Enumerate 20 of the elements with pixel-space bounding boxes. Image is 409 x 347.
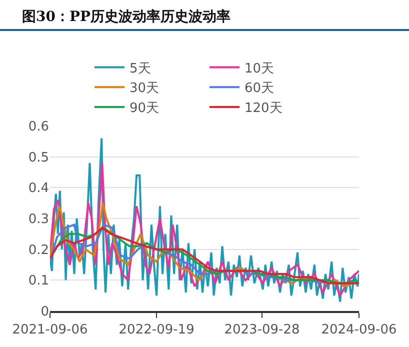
y-tick-label: 0.6 (28, 120, 49, 135)
legend-label: 10天 (244, 61, 274, 76)
y-tick-label: 0 (40, 304, 49, 320)
x-tick-label: 2022-09-19 (118, 322, 194, 338)
chart-title: 图30：PP历史波动率历史波动率 (0, 0, 409, 31)
y-tick-label: 0.5 (28, 150, 49, 166)
y-tick-label: 0.3 (28, 212, 49, 228)
legend-label: 60天 (244, 81, 274, 96)
legend-label: 90天 (130, 101, 160, 116)
legend-label: 5天 (130, 61, 151, 76)
y-tick-label: 0.1 (28, 274, 49, 289)
x-tick-label: 2021-09-06 (12, 322, 88, 338)
line-series (50, 137, 359, 303)
y-tick-label: 0.2 (28, 242, 49, 258)
y-tick-label: 0.4 (28, 181, 49, 196)
x-tick-label: 2023-09-28 (224, 322, 300, 338)
x-tick-label: 2024-09-06 (321, 322, 397, 338)
line-series (50, 162, 359, 297)
legend-label: 30天 (130, 81, 160, 96)
legend-label: 120天 (244, 101, 282, 116)
